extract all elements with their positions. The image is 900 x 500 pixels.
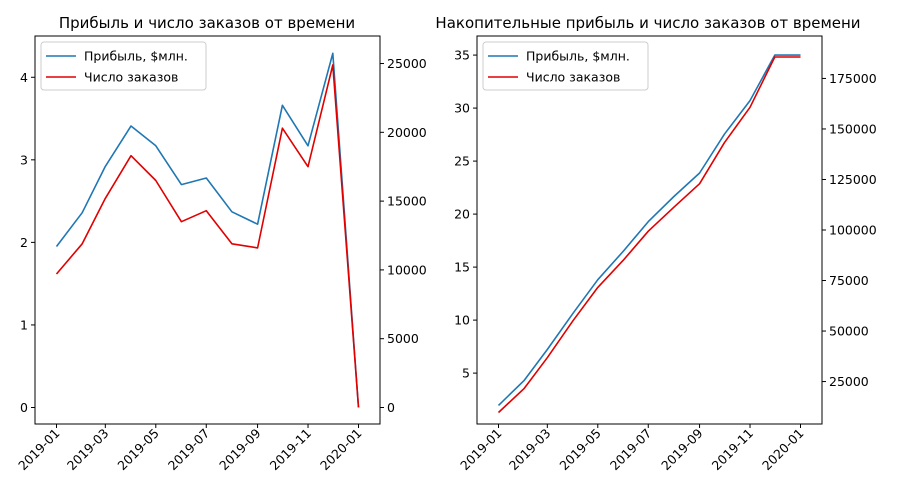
x-tick-label: 2020-01: [317, 426, 365, 474]
y-left-tick-label: 15: [454, 260, 470, 275]
y-left-tick-label: 1: [20, 317, 28, 332]
legend-label-profit: Прибыль, $млн.: [526, 49, 630, 64]
x-tick-label: 2019-03: [506, 426, 554, 474]
chart-cumulative: Накопительные прибыль и число заказов от…: [435, 14, 876, 473]
y-left-tick-label: 35: [454, 48, 470, 63]
y-right-tick-label: 50000: [829, 324, 869, 339]
y-left-tick-label: 3: [20, 152, 28, 167]
legend: Прибыль, $млн. Число заказов: [40, 41, 207, 91]
series-line-orders: [497, 56, 801, 414]
series-line-profit: [497, 54, 801, 406]
legend-label-orders: Число заказов: [526, 70, 620, 85]
legend: Прибыль, $млн. Число заказов: [482, 41, 649, 91]
chart-title: Прибыль и число заказов от времени: [59, 14, 355, 32]
legend-box: [482, 41, 649, 91]
y-right-tick-label: 25000: [829, 374, 869, 389]
legend-box: [40, 41, 207, 91]
y-left-tick-label: 5: [462, 366, 470, 381]
x-tick-label: 2019-11: [267, 426, 315, 474]
y-right-tick-label: 10000: [387, 262, 427, 277]
x-tick-label: 2019-07: [607, 426, 655, 474]
x-tick-label: 2019-05: [114, 426, 162, 474]
x-tick-label: 2019-01: [15, 426, 63, 474]
series-line-orders: [55, 64, 360, 408]
y-left-tick-label: 25: [454, 154, 470, 169]
chart-title: Накопительные прибыль и число заказов от…: [435, 14, 860, 32]
y-left-tick-label: 4: [20, 70, 28, 85]
series-line-profit: [55, 52, 360, 408]
y-right-tick-label: 175000: [829, 71, 877, 86]
y-right-tick-label: 125000: [829, 172, 877, 187]
legend-label-profit: Прибыль, $млн.: [84, 49, 188, 64]
series-layer: [55, 52, 360, 408]
y-right-tick-label: 5000: [387, 331, 419, 346]
x-tick-label: 2019-09: [658, 425, 706, 473]
x-tick-label: 2019-11: [709, 426, 757, 474]
y-left-tick-label: 30: [454, 101, 470, 116]
y-right-tick-label: 25000: [387, 56, 427, 71]
y-right-tick-label: 150000: [829, 121, 877, 136]
y-right-tick-label: 15000: [387, 194, 427, 209]
y-left-tick-label: 2: [20, 235, 28, 250]
y-right-tick-label: 75000: [829, 273, 869, 288]
y-right-tick-label: 20000: [387, 125, 427, 140]
chart-profit-orders: Прибыль и число заказов от времени 0 1 2 3 4…: [15, 14, 427, 473]
x-tick-label: 2019-09: [216, 425, 264, 473]
axes-layer: 5 10 15 20 25 30 35 25000 50000 75000 100000 125000…: [454, 48, 877, 473]
y-left-tick-label: 20: [454, 207, 470, 222]
x-tick-label: 2020-01: [759, 426, 807, 474]
x-tick-label: 2019-03: [64, 426, 112, 474]
y-right-tick-label: 100000: [829, 223, 877, 238]
y-right-tick-label: 0: [387, 400, 395, 415]
legend-label-orders: Число заказов: [84, 70, 178, 85]
y-left-tick-label: 10: [454, 313, 470, 328]
x-tick-label: 2019-01: [457, 426, 505, 474]
x-tick-label: 2019-05: [556, 426, 604, 474]
plot-frame: [34, 35, 381, 425]
x-tick-label: 2019-07: [165, 426, 213, 474]
y-left-tick-label: 0: [20, 400, 28, 415]
series-layer: [497, 54, 801, 414]
